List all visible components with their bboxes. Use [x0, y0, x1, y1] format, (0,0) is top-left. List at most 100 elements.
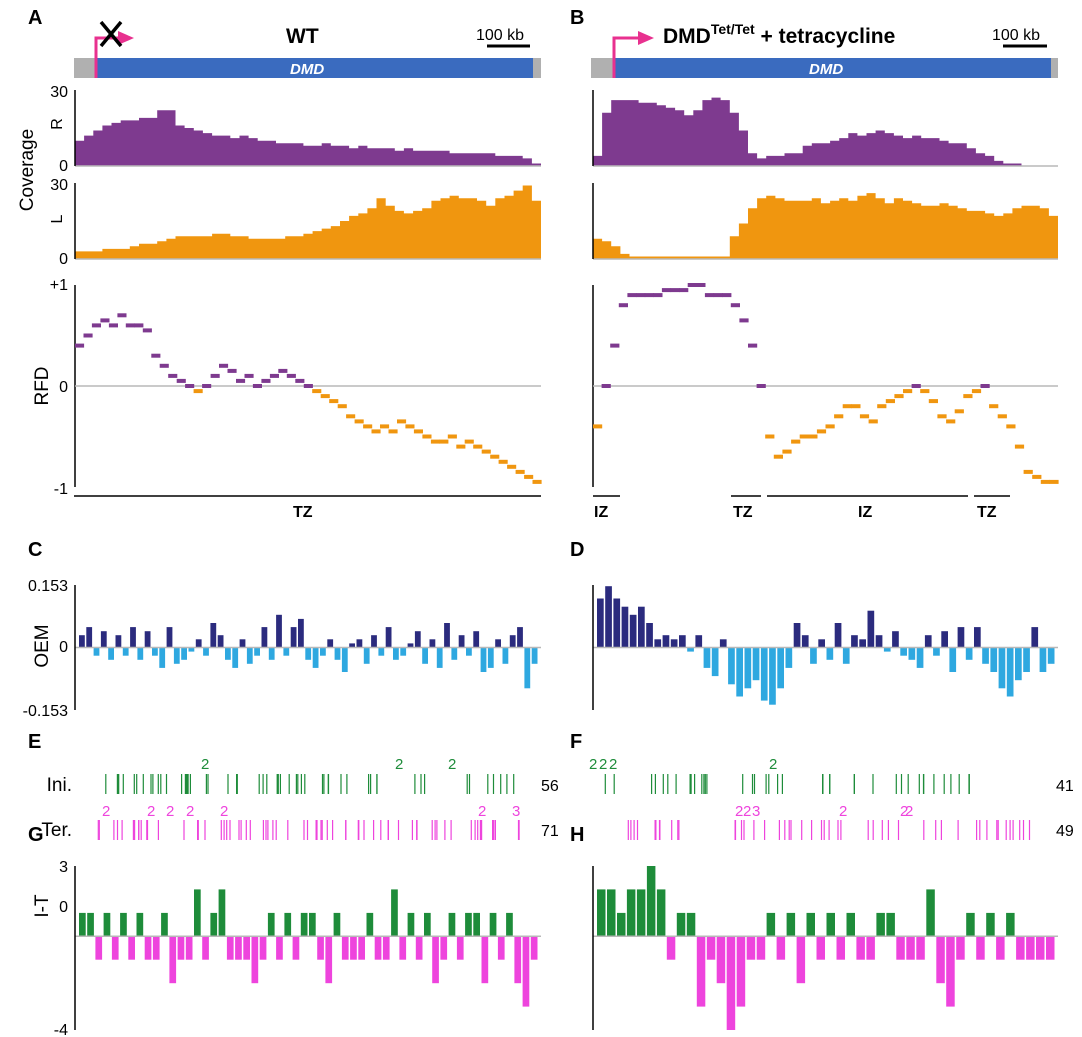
rfd-point	[100, 318, 110, 323]
oem-c-bar	[166, 627, 173, 648]
ter-mult-f-6: 2	[905, 803, 913, 820]
oem-c-bar	[466, 647, 472, 656]
rfd-point	[920, 389, 930, 394]
oem-c-bar	[79, 635, 85, 648]
it-g-bar	[79, 912, 86, 937]
oem-c-bar	[283, 647, 290, 656]
oem-c-bar	[298, 618, 304, 648]
oem-d-bar	[638, 606, 645, 648]
oem-c-bar	[451, 647, 458, 660]
oem-c-bar	[356, 639, 363, 648]
it-g-bar	[111, 936, 119, 960]
rfd-point	[1040, 479, 1050, 484]
coverage-l-area-a	[75, 185, 541, 259]
it-g-bar	[144, 936, 152, 960]
oem-d-bar	[597, 598, 604, 648]
it-h-bar	[716, 936, 726, 984]
oem-c-bar	[181, 647, 187, 660]
scale-label-left: 100 kb	[476, 27, 524, 44]
ter-mult-f-5: 2	[900, 803, 908, 820]
it-g-bar	[194, 889, 201, 937]
it-h-bar	[956, 936, 965, 960]
rfd-point	[125, 323, 135, 328]
rfd-point	[661, 288, 672, 293]
it-g-bar	[374, 936, 382, 960]
it-h-bar	[617, 912, 626, 937]
count-right-ini: 41	[1056, 778, 1074, 795]
rfd-point	[937, 414, 947, 419]
oem-c-bar	[312, 647, 319, 668]
oem-c-bar	[509, 635, 516, 648]
rfd-point	[842, 404, 852, 409]
zone-annotations-right: IZ TZ IZ TZ	[593, 495, 1010, 521]
rfd-point	[210, 373, 220, 378]
it-g-bar	[522, 936, 530, 1007]
rfd-point	[337, 404, 347, 409]
it-g-bar	[407, 912, 415, 937]
rfd-point	[413, 429, 423, 434]
rfd-plot-a	[74, 285, 542, 487]
it-g-bar	[514, 936, 522, 984]
coverage-r-area-a	[75, 110, 541, 166]
rfd-point	[773, 454, 783, 459]
rfd-point	[610, 343, 620, 348]
it-h-bar	[597, 889, 606, 937]
oem-d-bar	[654, 639, 662, 648]
oem-d-bar	[990, 647, 998, 672]
it-g-bar	[415, 936, 423, 960]
oem-d-bar	[810, 647, 817, 664]
tss-arrow-left-icon	[94, 31, 134, 78]
rfd-point	[989, 404, 999, 409]
it-g-bar	[226, 936, 234, 960]
it-h-bar	[906, 936, 915, 960]
oem-d-bar	[777, 647, 784, 689]
oem-d-bar	[695, 635, 703, 648]
rfd-point	[422, 434, 432, 439]
ter-mult-f-3: 3	[752, 803, 760, 820]
oem-c-bar	[108, 647, 114, 660]
event-multiplicity-labels: 2 2 2 2 2 2 2 2 2 3 2 2 2 2 2 2 3 2 2 2	[102, 756, 913, 820]
oem-d-bar	[826, 647, 834, 660]
it-g-bar	[235, 936, 242, 960]
oem-d-bar	[892, 631, 899, 648]
oem-c-bar	[524, 647, 531, 689]
termination-events-f	[627, 820, 1031, 840]
coverage-r-area-b	[593, 97, 1058, 166]
oem-axis-label: OEM	[32, 624, 53, 667]
oem-c-bar	[327, 639, 334, 648]
oem-d-bar	[1031, 627, 1039, 648]
ini-mult-f-2: 2	[599, 756, 607, 773]
rfd-point	[261, 378, 271, 383]
ini-mult-f-3: 2	[609, 756, 617, 773]
oem-d-bar	[793, 623, 801, 648]
it-g-bar	[399, 936, 407, 960]
ini-mult-f-1: 2	[589, 756, 597, 773]
it-h-bar	[806, 912, 815, 937]
rfd-point	[799, 434, 809, 439]
it-g-bar	[103, 912, 111, 937]
rfd-point	[303, 384, 313, 388]
ini-mult-e-1: 2	[201, 756, 209, 773]
oem-c-bar	[137, 647, 144, 660]
rfd-point	[670, 288, 680, 293]
oem-d-bar	[605, 586, 612, 648]
ter-mult-f-1: 2	[735, 803, 743, 820]
oem-d-bar	[687, 647, 694, 652]
coverage-l-plot-a	[74, 183, 541, 260]
oem-c-bar	[159, 647, 166, 668]
rfd-point	[388, 429, 398, 434]
it-g-bar	[366, 912, 374, 937]
ter-mult-e-3: 2	[166, 803, 174, 820]
oem-c-bar	[93, 647, 100, 656]
oem-c-bar	[480, 647, 487, 672]
oem-d-bar	[613, 598, 621, 648]
oem-top-tick: 0.153	[28, 578, 68, 595]
oem-c-bar	[122, 647, 129, 656]
count-left-ter: 71	[541, 823, 559, 840]
rfd-point	[405, 424, 415, 429]
rfd-point	[911, 384, 921, 388]
rfd-point	[490, 454, 500, 459]
ter-mult-e-4: 2	[186, 803, 194, 820]
it-h-bar	[646, 866, 656, 937]
